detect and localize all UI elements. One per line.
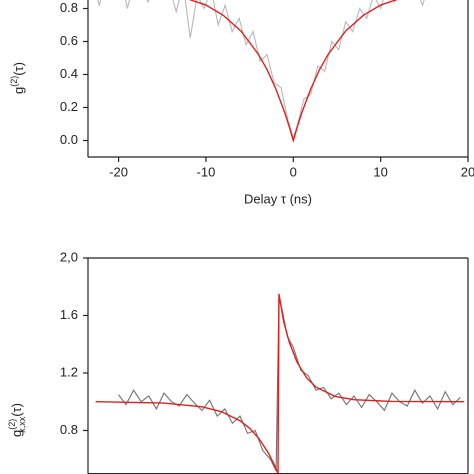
y-tick-label: 0.8 [60, 422, 78, 437]
y-axis-label-part: x,xx [17, 416, 27, 433]
x-tick-label: -10 [197, 164, 216, 179]
x-tick-label: -20 [109, 164, 128, 179]
y-tick-label: 2,0 [60, 249, 78, 264]
y-tick-label: 0.6 [60, 33, 78, 48]
y-tick-label: 1.2 [60, 364, 78, 379]
y-tick-label: 0.4 [60, 66, 78, 81]
plot-area [97, 0, 425, 143]
y-tick-label: 1.6 [60, 307, 78, 322]
y-axis-label-part: (τ) [9, 403, 24, 417]
y-axis-label-part: (2) [9, 76, 19, 87]
data-line [97, 0, 425, 139]
data-line [95, 293, 465, 474]
y-tick-label: 0.8 [60, 0, 78, 15]
y-axis-label-part: (τ) [11, 62, 26, 76]
y-axis-label: g(2)(τ) [9, 62, 26, 94]
data-line [188, 0, 398, 143]
data-line [117, 298, 461, 471]
y-axis-label-part: g [11, 87, 26, 94]
x-tick-label: 0 [290, 164, 297, 179]
y-axis-label: g(2)x,xx(τ) [7, 403, 27, 437]
x-tick-label: 10 [373, 164, 387, 179]
x-tick-label: 20 [461, 164, 474, 179]
y-axis-label-part: (2) [7, 419, 17, 430]
plot-area [95, 293, 465, 474]
y-tick-label: 0.0 [60, 132, 78, 147]
y-axis-label-part: g [9, 430, 24, 437]
y-tick-label: 0.2 [60, 99, 78, 114]
x-axis-label: Delay τ (ns) [244, 191, 312, 206]
